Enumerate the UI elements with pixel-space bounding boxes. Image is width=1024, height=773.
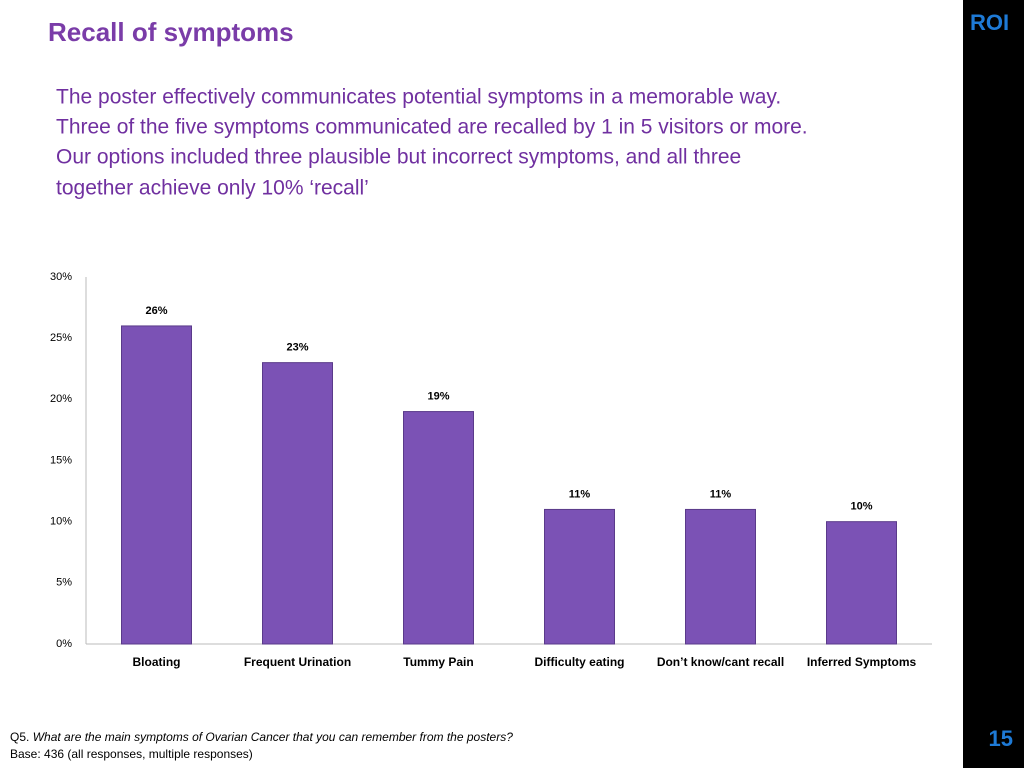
x-tick-label: Tummy Pain [403,655,473,669]
y-tick-label: 30% [50,271,72,283]
footnote-base: Base: 436 (all responses, multiple respo… [10,747,253,761]
y-tick-label: 20% [50,393,72,405]
x-tick-label: Frequent Urination [244,655,351,669]
x-tick-label: Difficulty eating [534,655,624,669]
bar [262,362,333,645]
data-label: 10% [850,501,872,513]
y-tick-label: 15% [50,454,72,466]
footnote-question: What are the main symptoms of Ovarian Ca… [33,730,514,744]
y-tick-label: 5% [56,577,72,589]
footnote: Q5. What are the main symptoms of Ovaria… [10,730,513,744]
data-label: 26% [145,305,167,317]
bar [544,508,615,645]
y-tick-label: 0% [56,638,72,650]
logo: ROI [970,10,1009,35]
bar [685,508,756,645]
body-line: Our options included three plausible but… [56,146,741,169]
x-tick-label: Don’t know/cant recall [657,655,784,669]
x-tick-label: Inferred Symptoms [807,655,917,669]
slide-title: Recall of symptoms [48,17,294,47]
x-tick-label: Bloating [133,655,181,669]
body-line: Three of the five symptoms communicated … [56,116,808,139]
y-tick-label: 25% [50,332,72,344]
data-label: 23% [286,342,308,354]
sidebar [963,0,1024,768]
data-label: 11% [710,488,732,500]
y-tick-label: 10% [50,516,72,528]
data-label: 19% [427,390,449,402]
body-line: together achieve only 10% ‘recall’ [56,177,369,200]
bar [403,411,474,645]
bar [826,521,897,645]
bar [121,325,192,645]
body-line: The poster effectively communicates pote… [56,86,781,109]
footnote-prefix: Q5. [10,730,29,744]
page-number: 15 [989,726,1013,751]
data-label: 11% [569,488,591,500]
